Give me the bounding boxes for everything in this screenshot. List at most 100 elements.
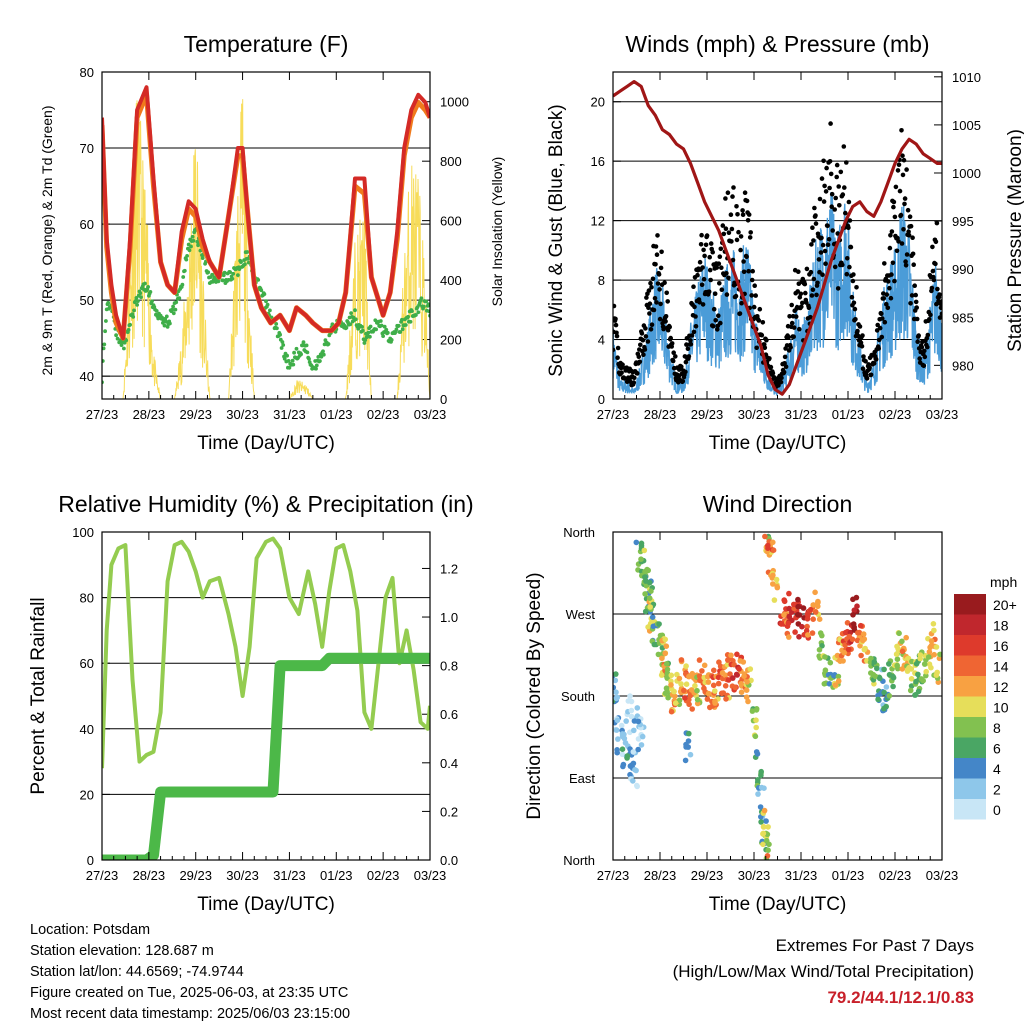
gust-point [904,252,910,257]
direction-plot-area [613,533,942,860]
gust-point [740,212,746,217]
gust-point [887,285,892,291]
direction-point [913,678,919,685]
gust-point [827,159,833,164]
gust-point [645,339,651,344]
gust-point [669,341,675,346]
direction-point [855,630,861,636]
x-tick-label: 01/23 [320,868,353,883]
x-tick-label: 02/23 [879,407,912,422]
x-tick-label: 03/23 [414,407,447,422]
gust-point [707,267,713,273]
direction-point [613,689,619,695]
gust-point [655,233,660,238]
direction-point [816,653,822,659]
gust-point [842,185,847,190]
station-info: Location: Potsdam Station elevation: 128… [30,920,350,1025]
gust-point [892,278,897,284]
gust-point [809,242,814,247]
gust-point [768,364,774,370]
direction-point [841,649,848,656]
x-tick-label: 03/23 [926,407,959,422]
direction-point [747,666,754,672]
direction-point [894,656,901,662]
gust-point [717,281,722,286]
gust-point [788,345,793,350]
gust-point [899,241,905,246]
gust-point [815,280,820,286]
gust-point [850,278,856,284]
gust-point [754,345,759,351]
station-location: Location: Potsdam [30,922,151,938]
gust-point [889,229,895,234]
direction-point [725,657,731,663]
dewpoint-point [102,346,106,351]
gust-point [622,376,627,381]
direction-point [646,579,653,586]
gust-point [708,277,713,283]
y2-tick-label: 990 [952,262,974,277]
gust-point [934,220,940,226]
direction-point [743,694,750,700]
gust-point [823,261,828,267]
gust-point [913,292,918,298]
direction-point [649,614,656,620]
dewpoint-point [360,325,364,329]
gust-point [647,301,653,307]
direction-point [681,687,687,694]
direction-point [619,746,626,752]
gust-point [635,371,640,376]
chart-title: Winds (mph) & Pressure (mb) [625,31,929,57]
direction-point [683,744,689,750]
gust-point [688,338,693,343]
gust-point [817,196,823,202]
gust-point [798,291,804,297]
gust-point [691,329,697,335]
gust-point [904,167,909,172]
direction-point [710,682,717,689]
direction-point [741,673,747,679]
direction-point [930,621,937,627]
gust-point [797,326,802,332]
gust-point [895,168,901,173]
direction-point [816,616,823,622]
dewpoint-point [135,303,140,307]
gust-point [708,241,714,246]
x-tick-label: 31/23 [273,407,306,422]
dewpoint-point [279,346,284,350]
direction-point [851,607,858,613]
gust-point [703,242,709,248]
gust-point [832,207,837,212]
gust-point [747,235,753,240]
gust-point [803,290,808,296]
direction-point [881,705,887,712]
extremes-values: 79.2/44.1/12.1/0.83 [827,988,974,1007]
y2-tick-label: 1000 [952,166,981,181]
dewpoint-point [184,257,189,262]
dewpoint-point [221,278,225,283]
direction-point [757,804,764,810]
gust-point [646,305,651,311]
direction-point [770,581,776,587]
gust-point [756,318,762,323]
direction-point [723,696,729,702]
x-tick-label: 27/23 [86,868,119,883]
gust-point [741,269,747,275]
pressure-series [613,80,942,396]
gust-point [881,296,887,301]
gust-point [720,223,726,228]
gust-point [640,337,646,343]
direction-point [915,688,922,695]
gust-point [692,304,697,310]
direction-point [761,807,768,814]
gust-point [889,272,894,277]
gust-point [688,341,694,347]
x-tick-label: 03/23 [414,868,447,883]
direction-point [786,590,792,597]
direction-point [635,736,642,742]
gust-point [879,334,885,340]
dewpoint-point [182,268,187,273]
gust-point [701,276,707,282]
x-axis-label: Time (Day/UTC) [709,433,847,454]
direction-point [877,675,883,682]
